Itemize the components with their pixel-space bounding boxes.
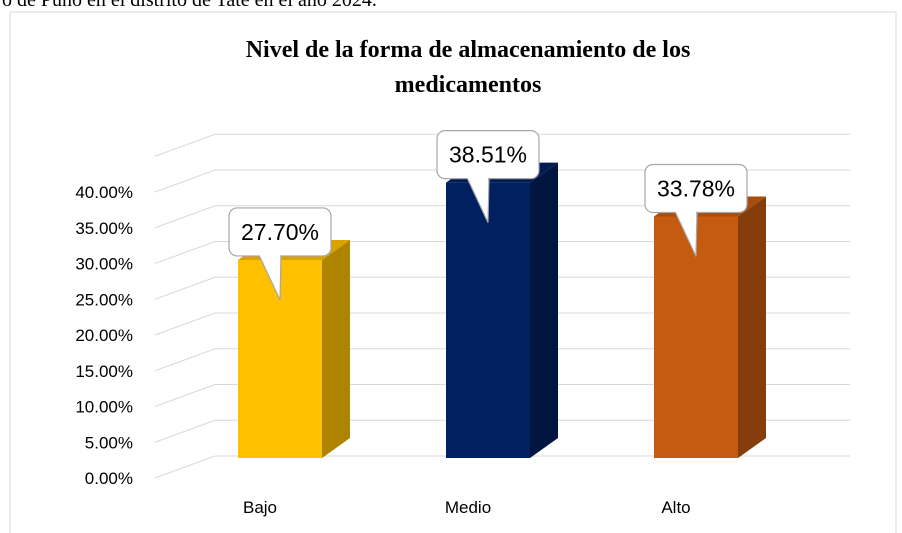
y-tick-label: 40.00% [75,183,133,202]
callout-pointer [466,177,490,223]
bar-side [738,196,766,458]
data-label: 38.51% [449,142,527,168]
callout-pointer [258,254,282,301]
grid-line [154,241,850,264]
callout-join [468,176,488,180]
grid-line [154,169,850,193]
callout-join [676,210,696,214]
y-tick-label: 25.00% [75,290,133,309]
grid-line [154,205,850,229]
data-label: 27.70% [241,219,319,245]
callout-join [260,253,280,257]
grid-line [154,133,850,157]
y-tick-label: 5.00% [85,433,133,452]
grid-line [154,455,850,479]
x-tick-label: Alto [661,498,690,517]
y-tick-label: 10.00% [75,398,133,417]
y-tick-label: 35.00% [75,219,133,238]
y-tick-label: 15.00% [75,362,133,381]
bar [446,182,530,458]
x-tick-label: Bajo [243,498,277,517]
data-label: 33.78% [657,175,735,201]
y-tick-label: 0.00% [85,469,133,488]
grid-line [154,419,850,443]
bar [654,216,738,458]
chart-title: Nivel de la forma de almacenamiento de l… [246,37,691,98]
bar-side [322,239,350,458]
y-tick-label: 30.00% [75,255,133,274]
x-tick-label: Medio [445,498,491,517]
caption: o de Puno en el distrito de Tate en el a… [2,0,377,11]
bar-side [530,162,558,458]
grid-line [154,348,850,372]
grid-line [154,276,850,300]
grid-line [154,312,850,336]
grid-line [154,384,850,407]
callout-pointer [674,211,698,257]
y-tick-label: 20.00% [75,326,133,345]
